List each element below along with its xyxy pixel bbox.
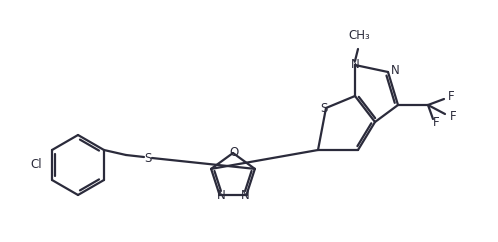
Text: S: S bbox=[320, 101, 328, 114]
Text: F: F bbox=[450, 111, 457, 123]
Text: N: N bbox=[351, 58, 360, 70]
Text: F: F bbox=[448, 91, 455, 104]
Text: CH₃: CH₃ bbox=[348, 29, 370, 42]
Text: O: O bbox=[230, 145, 239, 159]
Text: N: N bbox=[241, 189, 250, 202]
Text: N: N bbox=[391, 65, 400, 77]
Text: F: F bbox=[433, 116, 439, 129]
Text: Cl: Cl bbox=[30, 159, 42, 172]
Text: S: S bbox=[144, 151, 152, 165]
Text: N: N bbox=[217, 189, 226, 202]
